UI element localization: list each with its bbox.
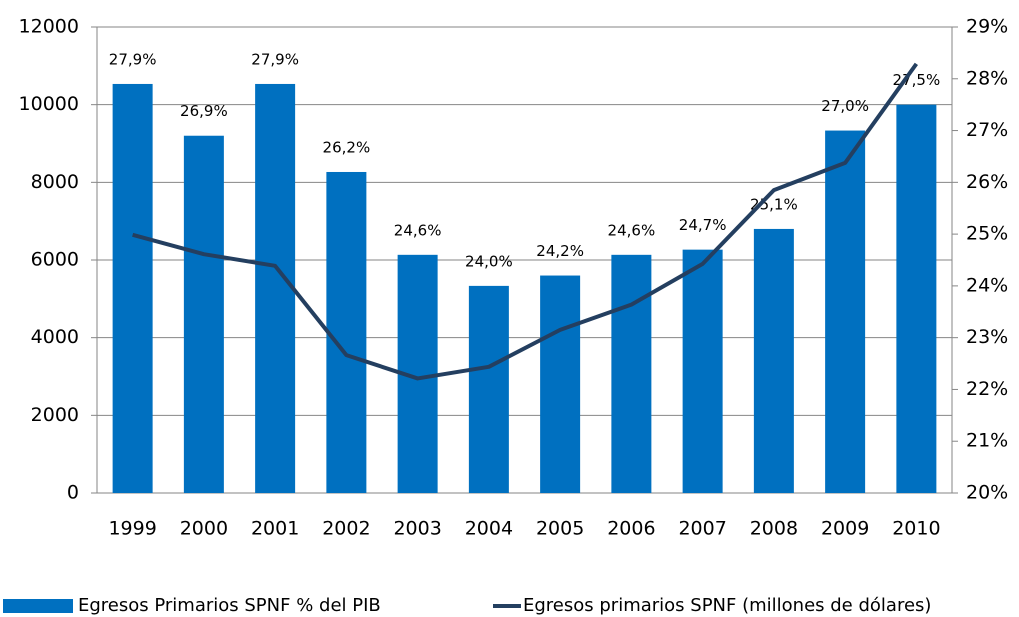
bar — [753, 228, 794, 493]
y-tick-label: 8000 — [31, 171, 79, 193]
bar — [682, 249, 723, 493]
x-tick-label: 2003 — [393, 518, 441, 540]
y2-tick-label: 26% — [966, 171, 1008, 193]
y-tick-label: 4000 — [31, 326, 79, 348]
bar — [468, 285, 509, 493]
x-tick-label: 2006 — [607, 518, 655, 540]
bar — [255, 83, 296, 493]
x-tick-label: 2001 — [251, 518, 299, 540]
y-tick-label: 6000 — [31, 249, 79, 271]
bar — [896, 104, 937, 494]
value-label: 24,2% — [536, 242, 584, 260]
value-label: 27,9% — [251, 50, 299, 68]
value-label: 25,1% — [750, 195, 798, 213]
x-tick-label: 2008 — [750, 518, 798, 540]
legend-label: Egresos Primarios SPNF % del PIB — [78, 595, 381, 616]
x-tick-label: 2009 — [821, 518, 869, 540]
y2-tick-label: 25% — [966, 223, 1008, 245]
x-tick-label: 2007 — [678, 518, 726, 540]
y2-tick-label: 27% — [966, 119, 1008, 141]
y-tick-label: 0 — [67, 482, 79, 504]
bar — [825, 130, 866, 494]
value-label: 24,6% — [608, 221, 656, 239]
x-tick-label: 1999 — [108, 518, 156, 540]
x-tick-label: 2004 — [465, 518, 513, 540]
y2-tick-label: 22% — [966, 378, 1008, 400]
y-tick-label: 2000 — [31, 404, 79, 426]
value-label: 27,9% — [109, 50, 157, 68]
bar — [611, 254, 652, 493]
x-tick-label: 2005 — [536, 518, 584, 540]
bar — [326, 171, 367, 493]
y2-tick-label: 28% — [966, 67, 1008, 89]
x-tick-label: 2002 — [322, 518, 370, 540]
y-tick-label: 10000 — [19, 93, 79, 115]
value-label: 26,2% — [323, 138, 371, 156]
x-tick-label: 2000 — [180, 518, 228, 540]
line — [132, 62, 918, 381]
y-tick-label: 12000 — [19, 16, 79, 38]
legend-swatch — [3, 599, 73, 613]
y2-tick-label: 20% — [966, 482, 1008, 504]
y2-tick-label: 29% — [966, 16, 1008, 38]
y2-tick-label: 23% — [966, 326, 1008, 348]
x-tick-label: 2010 — [892, 518, 940, 540]
bar — [540, 275, 581, 493]
value-label: 24,0% — [465, 252, 513, 270]
value-label: 26,9% — [180, 102, 228, 120]
value-label: 24,6% — [394, 221, 442, 239]
y2-tick-label: 24% — [966, 274, 1008, 296]
bar — [112, 83, 153, 493]
value-label: 27,5% — [893, 71, 941, 89]
legend-label: Egresos primarios SPNF (millones de dóla… — [523, 595, 931, 616]
bar — [183, 135, 224, 493]
y2-tick-label: 21% — [966, 430, 1008, 452]
value-label: 24,7% — [679, 216, 727, 234]
value-label: 27,0% — [821, 97, 869, 115]
